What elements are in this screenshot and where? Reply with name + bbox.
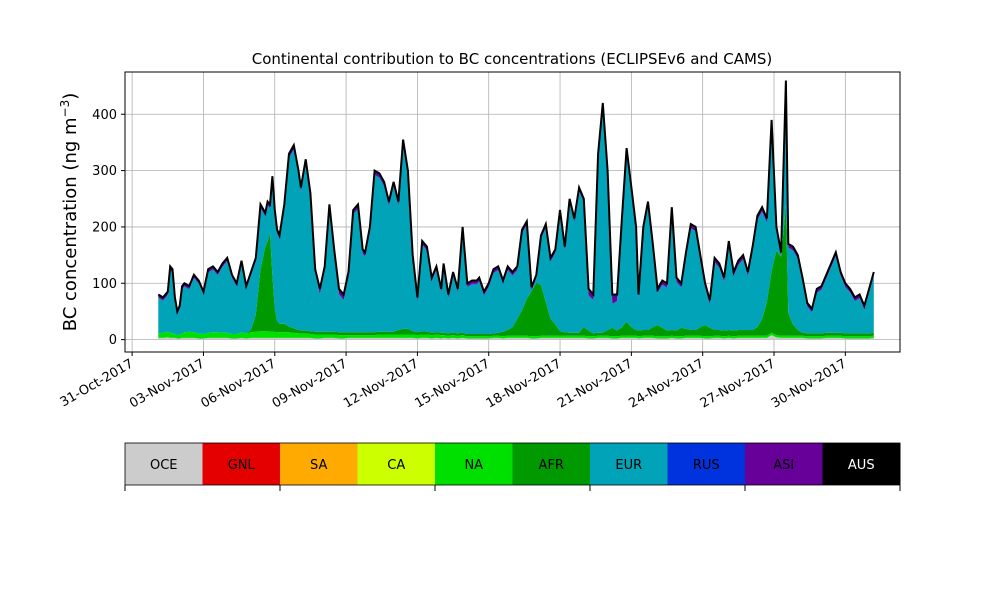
y-axis-label-exponent: −3 xyxy=(58,100,72,118)
legend-label-oce: OCE xyxy=(150,458,178,473)
legend-swatch-asi xyxy=(745,443,823,485)
y-axis-ticks: 0 100 200 300 400 xyxy=(92,108,125,348)
total-series-line xyxy=(157,80,875,315)
legend-swatch-eur xyxy=(590,443,668,485)
legend-label-ca: CA xyxy=(387,458,405,473)
chart-title: Continental contribution to BC concentra… xyxy=(252,50,773,68)
legend-label-na: NA xyxy=(464,458,483,473)
y-tick-label: 300 xyxy=(92,164,117,179)
y-axis-label-close: ) xyxy=(60,93,81,100)
legend-swatch-sa xyxy=(280,443,358,485)
y-tick-label: 100 xyxy=(92,277,117,292)
legend-label-sa: SA xyxy=(310,458,327,473)
y-tick-label: 400 xyxy=(92,108,117,123)
legend-swatch-aus xyxy=(822,443,901,485)
stacked-area-plot xyxy=(158,80,874,340)
legend-label-eur: EUR xyxy=(615,458,642,473)
region-colorbar-legend: OCE GNL SA CA NA AFR EUR RUS ASI AUS xyxy=(124,442,901,491)
area-oce xyxy=(158,335,874,340)
legend-label-asi: ASI xyxy=(773,458,794,473)
legend-swatch-gnl xyxy=(202,443,281,485)
legend-label-aus: AUS xyxy=(848,458,875,473)
legend-swatch-na xyxy=(435,443,513,485)
legend-label-gnl: GNL xyxy=(228,458,256,473)
area-eur xyxy=(158,84,874,336)
legend-swatch-oce xyxy=(125,443,203,485)
legend-label-rus: RUS xyxy=(693,458,720,473)
legend-frame xyxy=(124,442,901,486)
legend-swatch-afr xyxy=(512,443,591,485)
total-line xyxy=(157,80,875,315)
y-tick-label: 0 xyxy=(109,333,117,348)
legend-swatch-ca xyxy=(357,443,436,485)
y-axis-label: BC concentration (ng m−3) xyxy=(58,93,81,332)
plot-frame xyxy=(124,71,901,353)
legend-label-afr: AFR xyxy=(539,458,564,473)
y-axis-label-main: BC concentration (ng m xyxy=(60,117,81,331)
y-tick-label: 200 xyxy=(92,220,117,235)
legend-swatch-rus xyxy=(667,443,746,485)
area-na xyxy=(158,331,874,339)
